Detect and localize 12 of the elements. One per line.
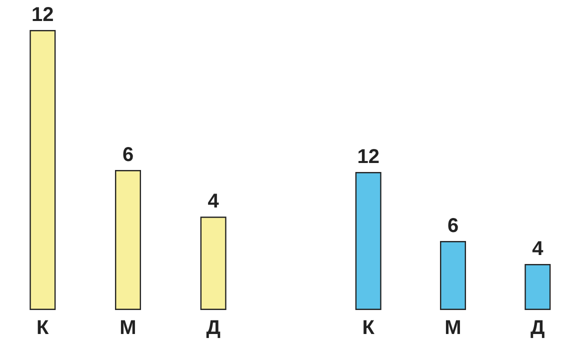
x-tick-label: Д xyxy=(530,317,545,339)
x-tick-label: К xyxy=(36,317,50,339)
data-label: 4 xyxy=(532,238,544,260)
x-tick-label: Д xyxy=(206,317,220,339)
x-tick-label: М xyxy=(444,317,462,339)
data-label: 12 xyxy=(357,146,380,168)
data-label: 12 xyxy=(32,4,54,26)
data-label: 6 xyxy=(447,215,459,237)
x-tick-label: М xyxy=(120,317,136,339)
x-tick-label: К xyxy=(362,317,376,339)
data-label: 4 xyxy=(208,190,220,213)
data-label: 6 xyxy=(122,144,134,166)
